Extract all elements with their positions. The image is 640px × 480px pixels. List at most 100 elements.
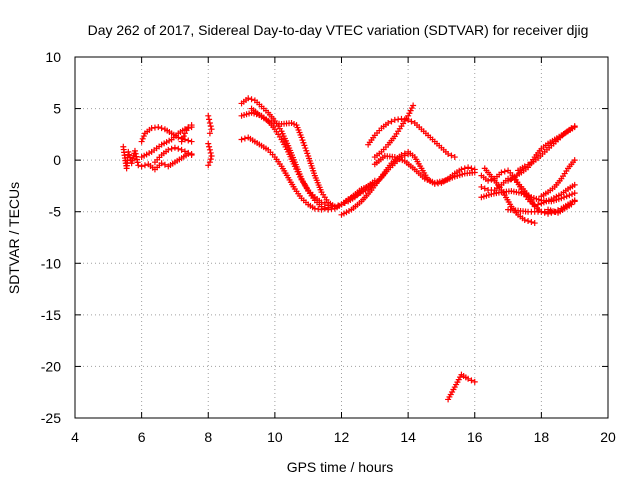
data-point	[561, 194, 568, 201]
data-point	[181, 130, 188, 137]
x-tick-label: 16	[467, 429, 483, 445]
data-point	[140, 133, 147, 140]
data-point	[385, 120, 392, 127]
data-point	[185, 149, 192, 156]
data-point	[248, 96, 255, 103]
data-point	[188, 122, 195, 129]
data-point	[471, 378, 478, 385]
data-point	[158, 125, 165, 132]
data-point	[571, 181, 578, 188]
y-axis-label: SDTVAR / TECUs	[6, 182, 22, 294]
data-point	[568, 201, 575, 208]
data-point	[207, 149, 214, 156]
data-point	[445, 150, 452, 157]
data-point	[295, 171, 302, 178]
data-point	[207, 123, 214, 130]
y-tick-label: -20	[41, 358, 61, 374]
data-point	[180, 133, 187, 140]
y-tick-label: 5	[53, 101, 61, 117]
data-point	[498, 169, 505, 176]
data-point	[205, 140, 212, 147]
data-point	[185, 137, 192, 144]
data-point	[451, 154, 458, 161]
data-point	[294, 168, 301, 175]
data-point	[521, 163, 528, 170]
y-tick-label: -5	[49, 204, 62, 220]
y-tick-label: 10	[45, 49, 61, 65]
data-point	[178, 146, 185, 153]
data-point	[238, 136, 245, 143]
data-point	[208, 126, 215, 133]
data-point	[175, 145, 182, 152]
data-point	[568, 125, 575, 132]
data-point	[298, 134, 305, 141]
data-point	[206, 143, 213, 150]
data-point	[293, 166, 300, 173]
data-point	[465, 375, 472, 382]
x-tick-label: 10	[267, 429, 283, 445]
data-point	[291, 163, 298, 170]
chart-title: Day 262 of 2017, Sidereal Day-to-day VTE…	[88, 22, 589, 38]
data-point	[178, 138, 185, 145]
data-point	[206, 130, 213, 137]
data-point	[132, 150, 139, 157]
data-point	[388, 118, 395, 125]
data-point	[165, 146, 172, 153]
data-point	[206, 146, 213, 153]
data-point	[325, 204, 332, 211]
data-point	[318, 206, 325, 213]
data-point	[569, 191, 576, 198]
data-point	[558, 195, 565, 202]
x-tick-label: 18	[534, 429, 550, 445]
data-point	[155, 124, 162, 131]
data-point	[331, 203, 338, 210]
data-point	[571, 198, 578, 205]
x-tick-label: 20	[600, 429, 616, 445]
data-point	[401, 150, 408, 157]
data-point	[318, 199, 325, 206]
data-point	[501, 168, 508, 175]
data-point	[126, 151, 133, 158]
data-point	[161, 161, 168, 168]
data-point	[141, 162, 148, 169]
plot-frame	[74, 56, 609, 419]
data-point	[303, 147, 310, 154]
data-point	[398, 151, 405, 158]
data-point	[571, 123, 578, 130]
data-point	[321, 205, 328, 212]
x-tick-label: 12	[334, 429, 350, 445]
data-point	[528, 219, 535, 226]
data-point	[205, 162, 212, 169]
x-axis-label: GPS time / hours	[287, 459, 394, 475]
data-point	[458, 166, 465, 173]
data-point	[206, 159, 213, 166]
x-tick-label: 6	[138, 429, 146, 445]
data-point	[183, 127, 190, 134]
data-point	[571, 157, 578, 164]
data-point	[131, 147, 138, 154]
y-tick-label: -10	[41, 255, 61, 271]
data-point	[133, 153, 140, 160]
data-point	[206, 120, 213, 127]
data-point	[205, 112, 212, 119]
data-point	[185, 124, 192, 131]
data-point	[168, 145, 175, 152]
data-point	[299, 137, 306, 144]
data-point	[301, 142, 308, 149]
x-tick-label: 4	[71, 429, 79, 445]
data-point	[181, 148, 188, 155]
data-point	[297, 174, 304, 181]
data-point	[158, 160, 165, 167]
x-tick-label: 14	[400, 429, 416, 445]
y-tick-label: -15	[41, 307, 61, 323]
data-point	[410, 102, 417, 109]
data-point	[179, 135, 186, 142]
data-point	[525, 161, 532, 168]
data-point	[478, 183, 485, 190]
data-point	[566, 192, 573, 199]
data-point	[521, 216, 528, 223]
x-tick-label: 8	[204, 429, 212, 445]
data-point	[241, 135, 248, 142]
data-point	[468, 377, 475, 384]
